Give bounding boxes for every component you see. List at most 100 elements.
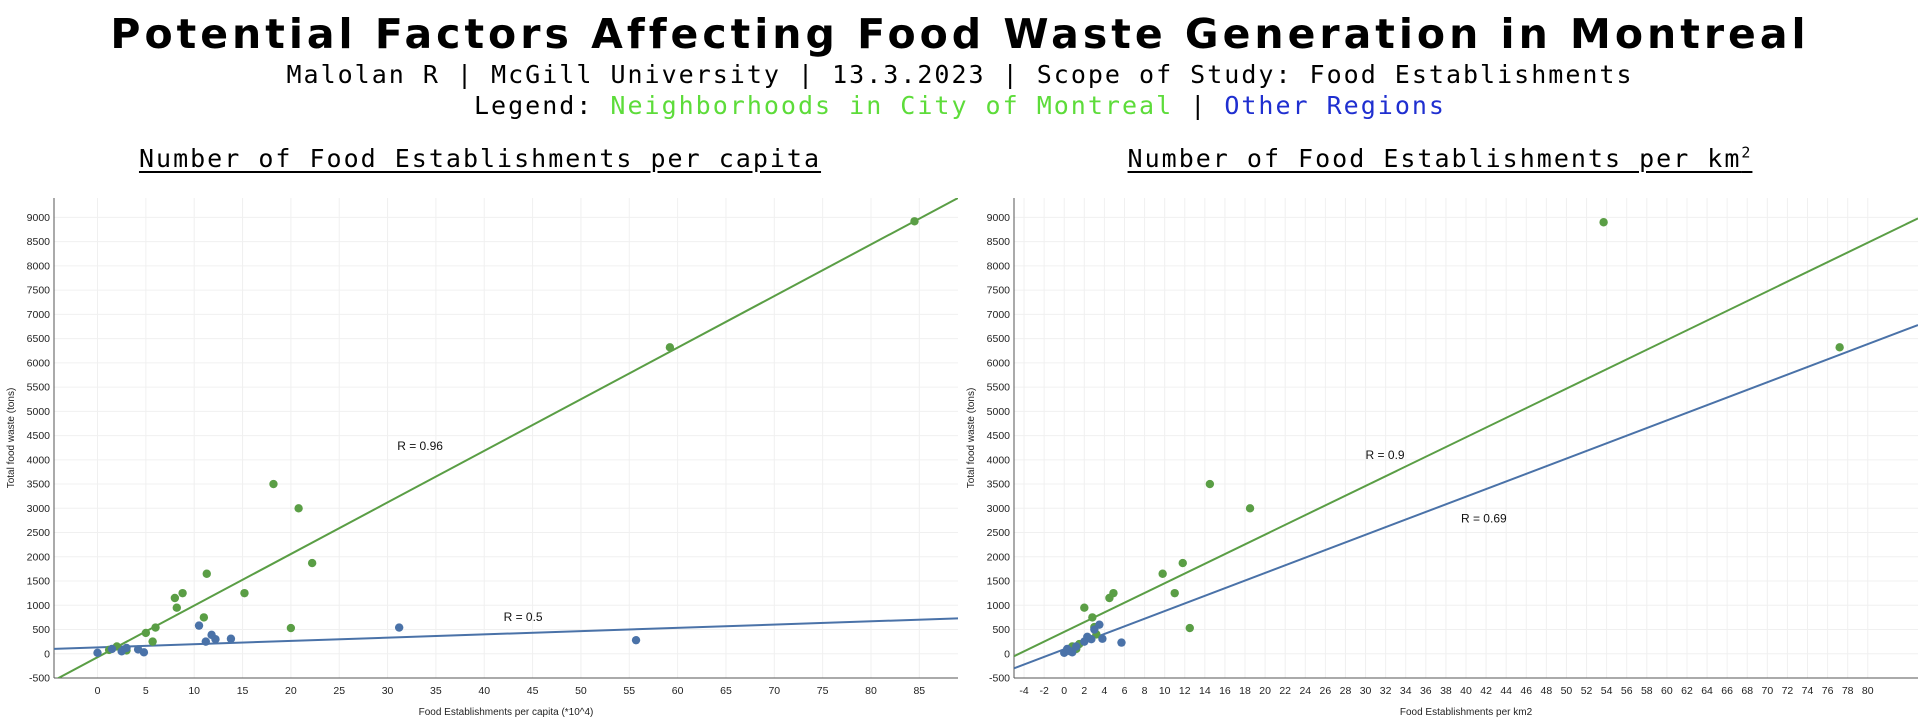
data-point (1095, 620, 1104, 629)
data-point (107, 644, 117, 654)
data-point (1205, 479, 1215, 489)
plot-area (1014, 217, 1918, 670)
legend-green-entry: Neighborhoods in City of Montreal (610, 91, 1174, 120)
y-tick-label: 6000 (27, 357, 51, 369)
y-axis-title: Total food waste (tons) (966, 388, 977, 489)
y-tick-label: 3000 (27, 503, 51, 515)
x-tick-label: 25 (333, 685, 345, 697)
y-tick-label: 7000 (27, 309, 51, 321)
x-tick-label: 40 (1460, 685, 1472, 697)
y-tick-label: 5000 (27, 406, 51, 418)
x-tick-label: 10 (188, 685, 200, 697)
y-tick-label: 4000 (27, 454, 51, 466)
chart-per-km2: -500050010001500200025003000350040004500… (966, 198, 1918, 718)
x-tick-label: 74 (1802, 685, 1814, 697)
x-tick-label: 40 (478, 685, 490, 697)
x-axis-title: Food Establishments per capita (*10^4) (419, 707, 594, 718)
data-point (1072, 642, 1081, 651)
correlation-label: R = 0.69 (1461, 511, 1507, 525)
y-tick-label: 1000 (987, 600, 1011, 612)
data-point (240, 588, 249, 598)
y-tick-label: 500 (32, 624, 50, 636)
x-tick-label: 55 (623, 685, 635, 697)
correlation-label: R = 0.5 (504, 610, 543, 624)
y-tick-label: 1500 (987, 576, 1011, 588)
y-tick-label: 8500 (27, 236, 51, 248)
x-tick-label: 34 (1400, 685, 1412, 697)
x-tick-label: 42 (1480, 685, 1492, 697)
data-point (631, 635, 641, 645)
legend-prefix: Legend: (474, 91, 594, 120)
data-point (172, 603, 181, 612)
y-tick-label: 8000 (987, 260, 1011, 272)
x-tick-label: 2 (1081, 685, 1087, 697)
data-point (1185, 623, 1194, 633)
data-point (394, 623, 404, 632)
data-point (1088, 613, 1097, 622)
y-tick-label: 9000 (987, 212, 1011, 224)
x-tick-label: 62 (1681, 685, 1693, 697)
data-point (1245, 504, 1255, 513)
y-tick-label: -500 (29, 673, 50, 685)
data-point (199, 613, 209, 622)
x-tick-label: 72 (1782, 685, 1794, 697)
trendline (1014, 217, 1918, 658)
y-tick-label: 3000 (987, 503, 1011, 515)
x-tick-label: 4 (1101, 685, 1107, 697)
x-tick-label: 0 (95, 685, 101, 697)
legend: Legend: Neighborhoods in City of Montrea… (0, 90, 1920, 122)
data-point (1080, 603, 1089, 612)
main-title: Potential Factors Affecting Food Waste G… (110, 10, 1810, 58)
x-tick-label: 0 (1061, 685, 1067, 697)
x-tick-label: 85 (913, 685, 925, 697)
data-point (665, 343, 675, 352)
x-tick-label: 45 (527, 685, 539, 697)
x-tick-label: 68 (1741, 685, 1753, 697)
data-point (148, 637, 157, 646)
y-tick-label: 4000 (987, 454, 1011, 466)
x-tick-label: 22 (1279, 685, 1291, 697)
x-tick-label: 76 (1822, 685, 1834, 697)
y-tick-label: 4500 (27, 430, 51, 442)
x-tick-label: 20 (285, 685, 297, 697)
data-point (151, 623, 160, 632)
x-axis-title: Food Establishments per km2 (1400, 707, 1533, 718)
data-point (307, 558, 317, 568)
y-tick-label: 7500 (27, 285, 51, 297)
x-tick-label: 70 (1761, 685, 1773, 697)
x-tick-label: 60 (672, 685, 684, 697)
x-tick-label: 80 (865, 685, 877, 697)
x-tick-label: 54 (1601, 685, 1613, 697)
x-tick-label: 24 (1299, 685, 1311, 697)
correlation-label: R = 0.96 (397, 439, 443, 453)
x-tick-label: 6 (1122, 685, 1128, 697)
x-tick-label: 56 (1621, 685, 1633, 697)
data-point (1117, 638, 1126, 647)
plot-area (54, 198, 958, 678)
data-point (1170, 588, 1179, 598)
data-point (170, 593, 180, 603)
y-tick-label: 2000 (27, 551, 51, 563)
y-tick-label: 8500 (987, 236, 1011, 248)
trendline (1014, 324, 1918, 670)
correlation-label: R = 0.9 (1366, 448, 1405, 462)
y-tick-label: 3500 (987, 479, 1011, 491)
x-tick-label: 35 (430, 685, 442, 697)
x-tick-label: 48 (1541, 685, 1553, 697)
legend-blue-entry: Other Regions (1224, 91, 1446, 120)
x-tick-label: 5 (143, 685, 149, 697)
y-tick-label: 7500 (987, 285, 1011, 297)
x-tick-label: 32 (1380, 685, 1392, 697)
x-tick-label: 66 (1721, 685, 1733, 697)
data-point (1599, 218, 1608, 227)
y-tick-label: 500 (992, 624, 1010, 636)
header: Potential Factors Affecting Food Waste G… (0, 0, 1920, 122)
y-tick-label: 3500 (27, 479, 51, 491)
y-tick-label: 6000 (987, 357, 1011, 369)
chart-title-per-km2: Number of Food Establishments per km2 (960, 144, 1920, 173)
data-point (294, 504, 303, 513)
data-point (1098, 634, 1107, 643)
y-tick-label: 1500 (27, 576, 51, 588)
y-tick-label: 5500 (27, 382, 51, 394)
chart-title-per-km2-text: Number of Food Establishments per km (1127, 144, 1742, 174)
